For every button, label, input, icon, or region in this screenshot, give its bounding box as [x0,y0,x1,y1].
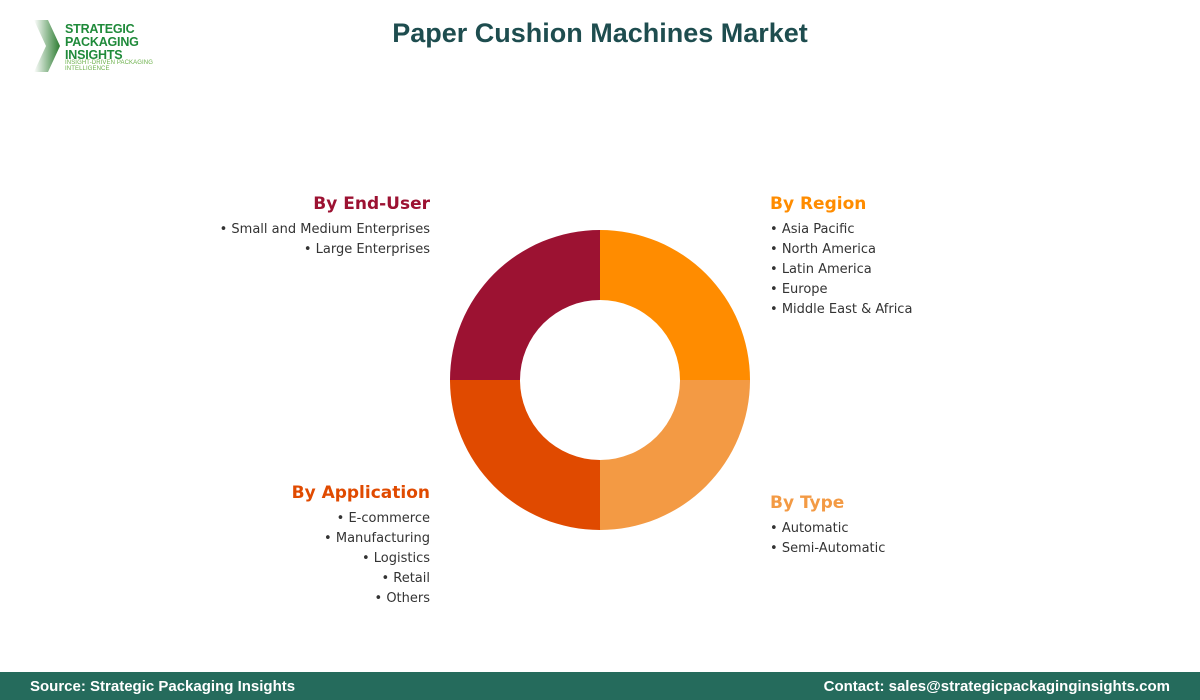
group-title: By Region [770,194,867,214]
logo: STRATEGIC PACKAGING INSIGHTS INSIGHT-DRIV… [32,20,192,72]
list-item: Latin America [770,260,912,280]
donut-segment-by-region [600,230,750,380]
logo-tagline: INSIGHT-DRIVEN PACKAGING INTELLIGENCE [65,60,153,72]
contact-text: Contact: sales@strategicpackaginginsight… [823,677,1170,695]
list-item: Large Enterprises [220,240,430,260]
group-title: By Application [291,483,430,503]
donut-segment-by-application [450,380,600,530]
group-type: By Type AutomaticSemi-Automatic [770,493,885,559]
logo-text: STRATEGIC PACKAGING INSIGHTS [65,22,139,62]
list-item: Others [292,589,430,609]
page-title: Paper Cushion Machines Market [392,18,808,48]
group-enduser: By End-User Small and Medium Enterprises… [220,194,430,260]
footer: Source: Strategic Packaging Insights Con… [0,672,1200,700]
list-item: Automatic [770,519,885,539]
list-item: Small and Medium Enterprises [220,220,430,240]
list-item: Semi-Automatic [770,539,886,559]
list-item: North America [770,240,912,260]
list-item: Europe [770,280,912,300]
group-region: By Region Asia PacificNorth AmericaLatin… [770,194,912,320]
source-text: Source: Strategic Packaging Insights [30,677,296,695]
donut-segment-by-end-user [450,230,600,380]
list-item: Logistics [292,549,430,569]
list-item: Asia Pacific [770,220,912,240]
group-application: By Application E-commerceManufacturingLo… [292,483,430,609]
list-item: Retail [292,569,430,589]
list-item: E-commerce [292,509,430,529]
list-item: Manufacturing [292,529,430,549]
group-title: By Type [770,493,845,513]
logo-chevron-icon [34,20,60,72]
list-item: Middle East & Africa [770,300,913,320]
group-title: By End-User [313,194,430,214]
donut-segment-by-type [600,380,750,530]
